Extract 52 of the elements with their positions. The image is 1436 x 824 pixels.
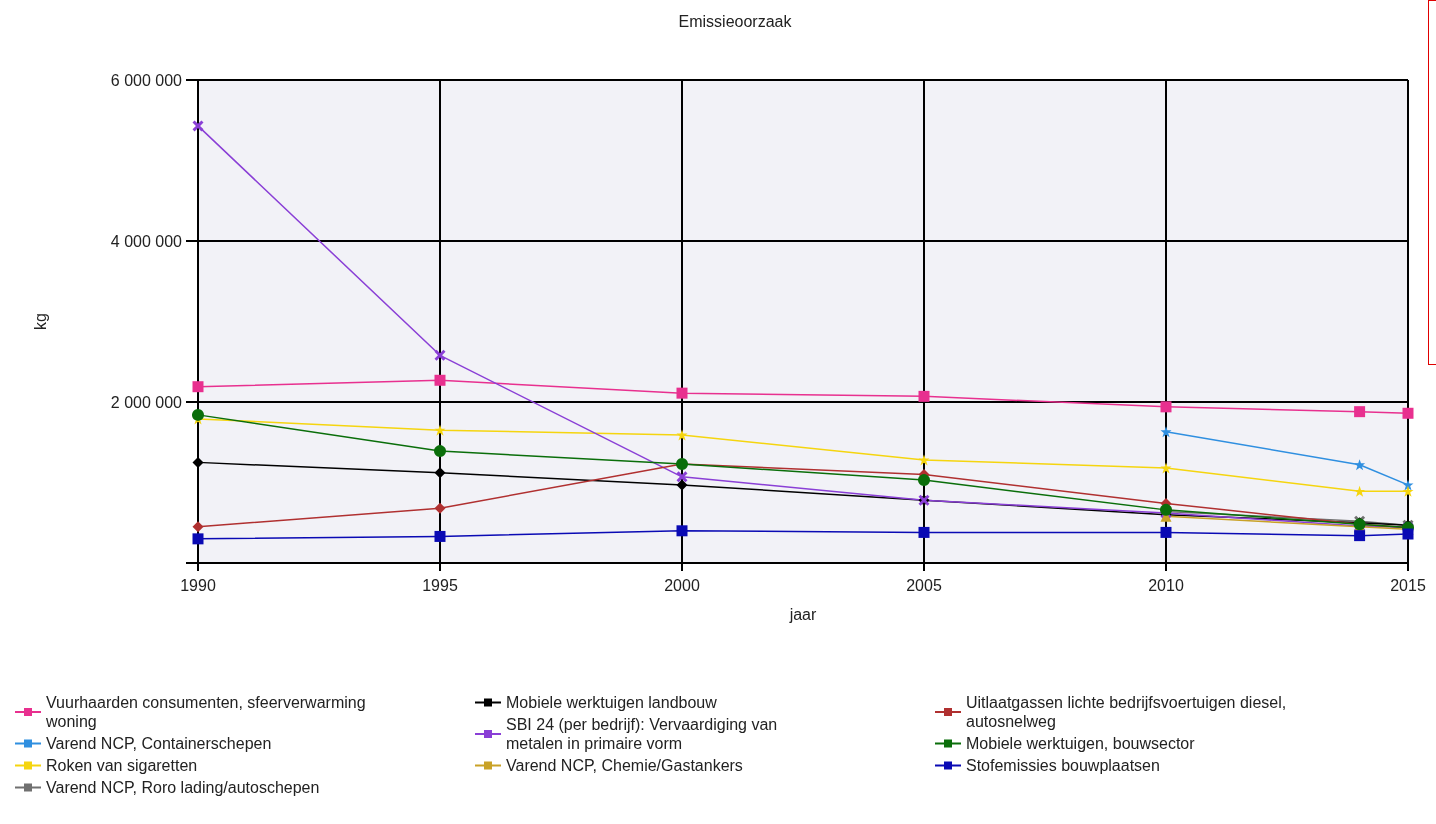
point <box>434 374 446 386</box>
point <box>918 390 930 402</box>
point <box>434 424 446 436</box>
point <box>192 521 204 533</box>
point <box>1402 407 1414 419</box>
point <box>918 474 930 487</box>
point <box>1402 485 1414 497</box>
point <box>676 471 688 483</box>
y-tick-label: 6 000 000 <box>110 71 183 89</box>
point <box>676 387 688 399</box>
x-axis-title: jaar <box>788 605 818 623</box>
point <box>1160 426 1172 438</box>
point <box>192 120 204 132</box>
point <box>192 533 204 545</box>
point <box>434 445 446 458</box>
x-tick-label: 2015 <box>1390 576 1426 594</box>
point <box>1354 459 1366 471</box>
point <box>434 530 446 542</box>
legend-label: Varend NCP, Containerschepen <box>46 735 272 752</box>
x-tick-label: 1995 <box>422 576 458 594</box>
point <box>1354 406 1366 418</box>
legend-label: Stofemissies bouwplaatsen <box>966 757 1160 774</box>
point <box>434 467 446 479</box>
point <box>434 349 446 361</box>
x-tick-label: 2000 <box>664 576 700 594</box>
point <box>676 479 688 491</box>
legend-label: Vuurhaarden consumenten, sfeerverwarming woning <box>45 694 371 730</box>
x-tick-label: 1990 <box>180 576 216 594</box>
legend-label: Roken van sigaretten <box>46 757 198 774</box>
point <box>434 502 446 514</box>
point <box>676 525 688 537</box>
legend-label: Uitlaatgassen lichte bedrijfsvoertuigen diesel, autosnelweg <box>966 694 1291 730</box>
y-tick-label: 4 000 000 <box>110 232 183 250</box>
legend-label: Mobiele werktuigen landbouw <box>506 694 718 711</box>
x-tick-label: 2005 <box>906 576 942 594</box>
legend-label: Mobiele werktuigen, bouwsector <box>966 735 1196 752</box>
point <box>192 381 204 393</box>
point <box>1402 479 1414 491</box>
legend-label: SBI 24 (per bedrijf): Vervaardiging van metalen in primaire vorm <box>506 716 782 752</box>
point <box>1354 485 1366 497</box>
point <box>192 408 204 421</box>
y-tick-label: 2 000 000 <box>110 393 183 411</box>
point <box>1402 528 1414 540</box>
legend-label: Varend NCP, Roro lading/autoschepen <box>46 779 320 796</box>
x-tick-label: 2010 <box>1148 576 1184 594</box>
point <box>1354 530 1366 542</box>
point <box>918 526 930 538</box>
y-axis-title: kg <box>31 313 49 330</box>
point <box>1160 526 1172 538</box>
legend-label: Varend NCP, Chemie/Gastankers <box>506 757 743 774</box>
chart-title: Emissieoorzaak <box>678 12 793 30</box>
point <box>1160 401 1172 413</box>
